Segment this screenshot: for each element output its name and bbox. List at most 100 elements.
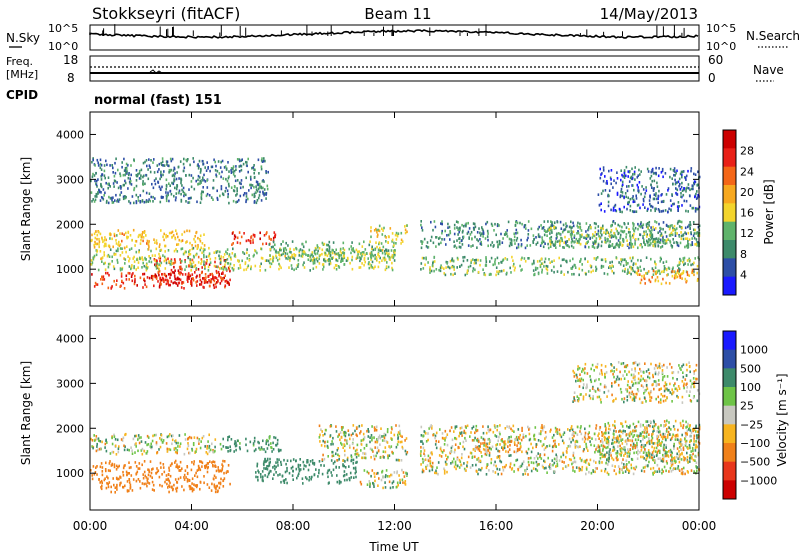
velocity-cell xyxy=(370,474,372,478)
power-cell xyxy=(225,186,227,190)
velocity-cell xyxy=(183,452,186,456)
power-cell xyxy=(681,277,683,280)
power-cell xyxy=(523,225,526,229)
velocity-cell xyxy=(423,459,425,462)
power-cell xyxy=(641,245,643,249)
velocity-cell xyxy=(135,442,137,445)
power-cell xyxy=(697,256,699,259)
power-cell xyxy=(233,189,236,193)
power-cell xyxy=(660,282,663,286)
power-cell xyxy=(662,241,665,245)
velocity-cell xyxy=(645,451,648,455)
power-cell xyxy=(627,231,630,234)
power-cell xyxy=(675,187,677,190)
power-cell xyxy=(554,242,557,245)
velocity-cell xyxy=(273,436,275,439)
power-cell xyxy=(213,286,216,289)
power-cell xyxy=(684,245,686,249)
velocity-cell xyxy=(482,425,484,428)
power-cell xyxy=(168,260,170,263)
power-cell xyxy=(218,257,221,260)
power-cell xyxy=(188,173,191,177)
power-cell xyxy=(671,233,674,236)
power-cell xyxy=(689,223,692,227)
velocity-cell xyxy=(239,442,241,445)
velocity-cell xyxy=(122,470,124,474)
velocity-cell xyxy=(360,482,363,486)
power-cell xyxy=(631,256,634,260)
velocity-cell xyxy=(391,450,393,454)
power-cell xyxy=(606,182,608,185)
velocity-cell xyxy=(127,472,129,475)
velocity-cell xyxy=(327,455,329,458)
velocity-cell xyxy=(211,482,213,486)
velocity-cell xyxy=(544,460,546,464)
velocity-cell xyxy=(581,437,584,441)
power-cell xyxy=(335,258,338,262)
power-cell xyxy=(91,200,93,203)
power-cell xyxy=(96,158,99,162)
power-cell xyxy=(382,245,385,249)
velocity-cell xyxy=(324,444,326,448)
power-cell xyxy=(677,207,679,210)
velocity-cell xyxy=(616,450,619,453)
power-cell xyxy=(193,255,195,259)
power-cell xyxy=(466,271,469,274)
power-cell xyxy=(387,254,389,258)
velocity-cell xyxy=(269,457,271,461)
velocity-cell xyxy=(607,473,610,476)
power-cell xyxy=(688,238,691,241)
power-cell xyxy=(608,169,610,173)
power-cell xyxy=(214,260,216,264)
power-cell xyxy=(167,249,170,252)
velocity-cell xyxy=(386,441,389,444)
power-cell xyxy=(209,261,212,264)
power-cell xyxy=(605,232,607,235)
power-cell xyxy=(567,270,569,274)
power-cell xyxy=(576,224,579,228)
velocity-cell xyxy=(183,476,185,479)
power-cell xyxy=(691,271,693,274)
velocity-cell xyxy=(374,479,376,483)
power-cell xyxy=(382,229,384,232)
power-cell xyxy=(656,181,658,185)
power-cell xyxy=(140,168,143,172)
power-cell xyxy=(536,267,539,270)
power-cell xyxy=(96,283,99,286)
velocity-cell xyxy=(476,458,478,461)
power-cell xyxy=(386,251,388,255)
power-cell xyxy=(176,284,179,287)
power-cell xyxy=(364,248,367,251)
velocity-cell xyxy=(652,430,654,434)
power-cell xyxy=(579,242,582,246)
power-cell xyxy=(567,230,569,234)
power-cell xyxy=(646,271,649,275)
power-cell xyxy=(155,177,157,180)
power-cell xyxy=(447,226,449,229)
power-cell xyxy=(145,234,147,237)
velocity-cell xyxy=(105,461,107,465)
power-cell xyxy=(512,264,515,268)
velocity-cell xyxy=(172,434,174,437)
power-cell xyxy=(298,254,301,257)
velocity-cell xyxy=(120,438,123,441)
velocity-cell xyxy=(390,431,392,434)
velocity-cell xyxy=(332,454,335,457)
velocity-cell xyxy=(590,443,592,447)
power-cell xyxy=(490,256,493,260)
power-cell xyxy=(227,192,229,196)
power-cell xyxy=(392,255,395,258)
power-cell xyxy=(270,262,273,266)
power-cell xyxy=(201,179,203,182)
velocity-cell xyxy=(619,447,622,451)
velocity-cell xyxy=(362,432,365,436)
power-cell xyxy=(669,234,672,237)
power-cell xyxy=(686,273,689,277)
velocity-cell xyxy=(398,474,400,477)
velocity-cell xyxy=(141,452,144,456)
velocity-cell xyxy=(124,464,126,467)
power-cell xyxy=(386,261,388,264)
velocity-cell xyxy=(441,436,444,440)
power-cell xyxy=(490,222,493,226)
power-cell xyxy=(295,267,298,270)
